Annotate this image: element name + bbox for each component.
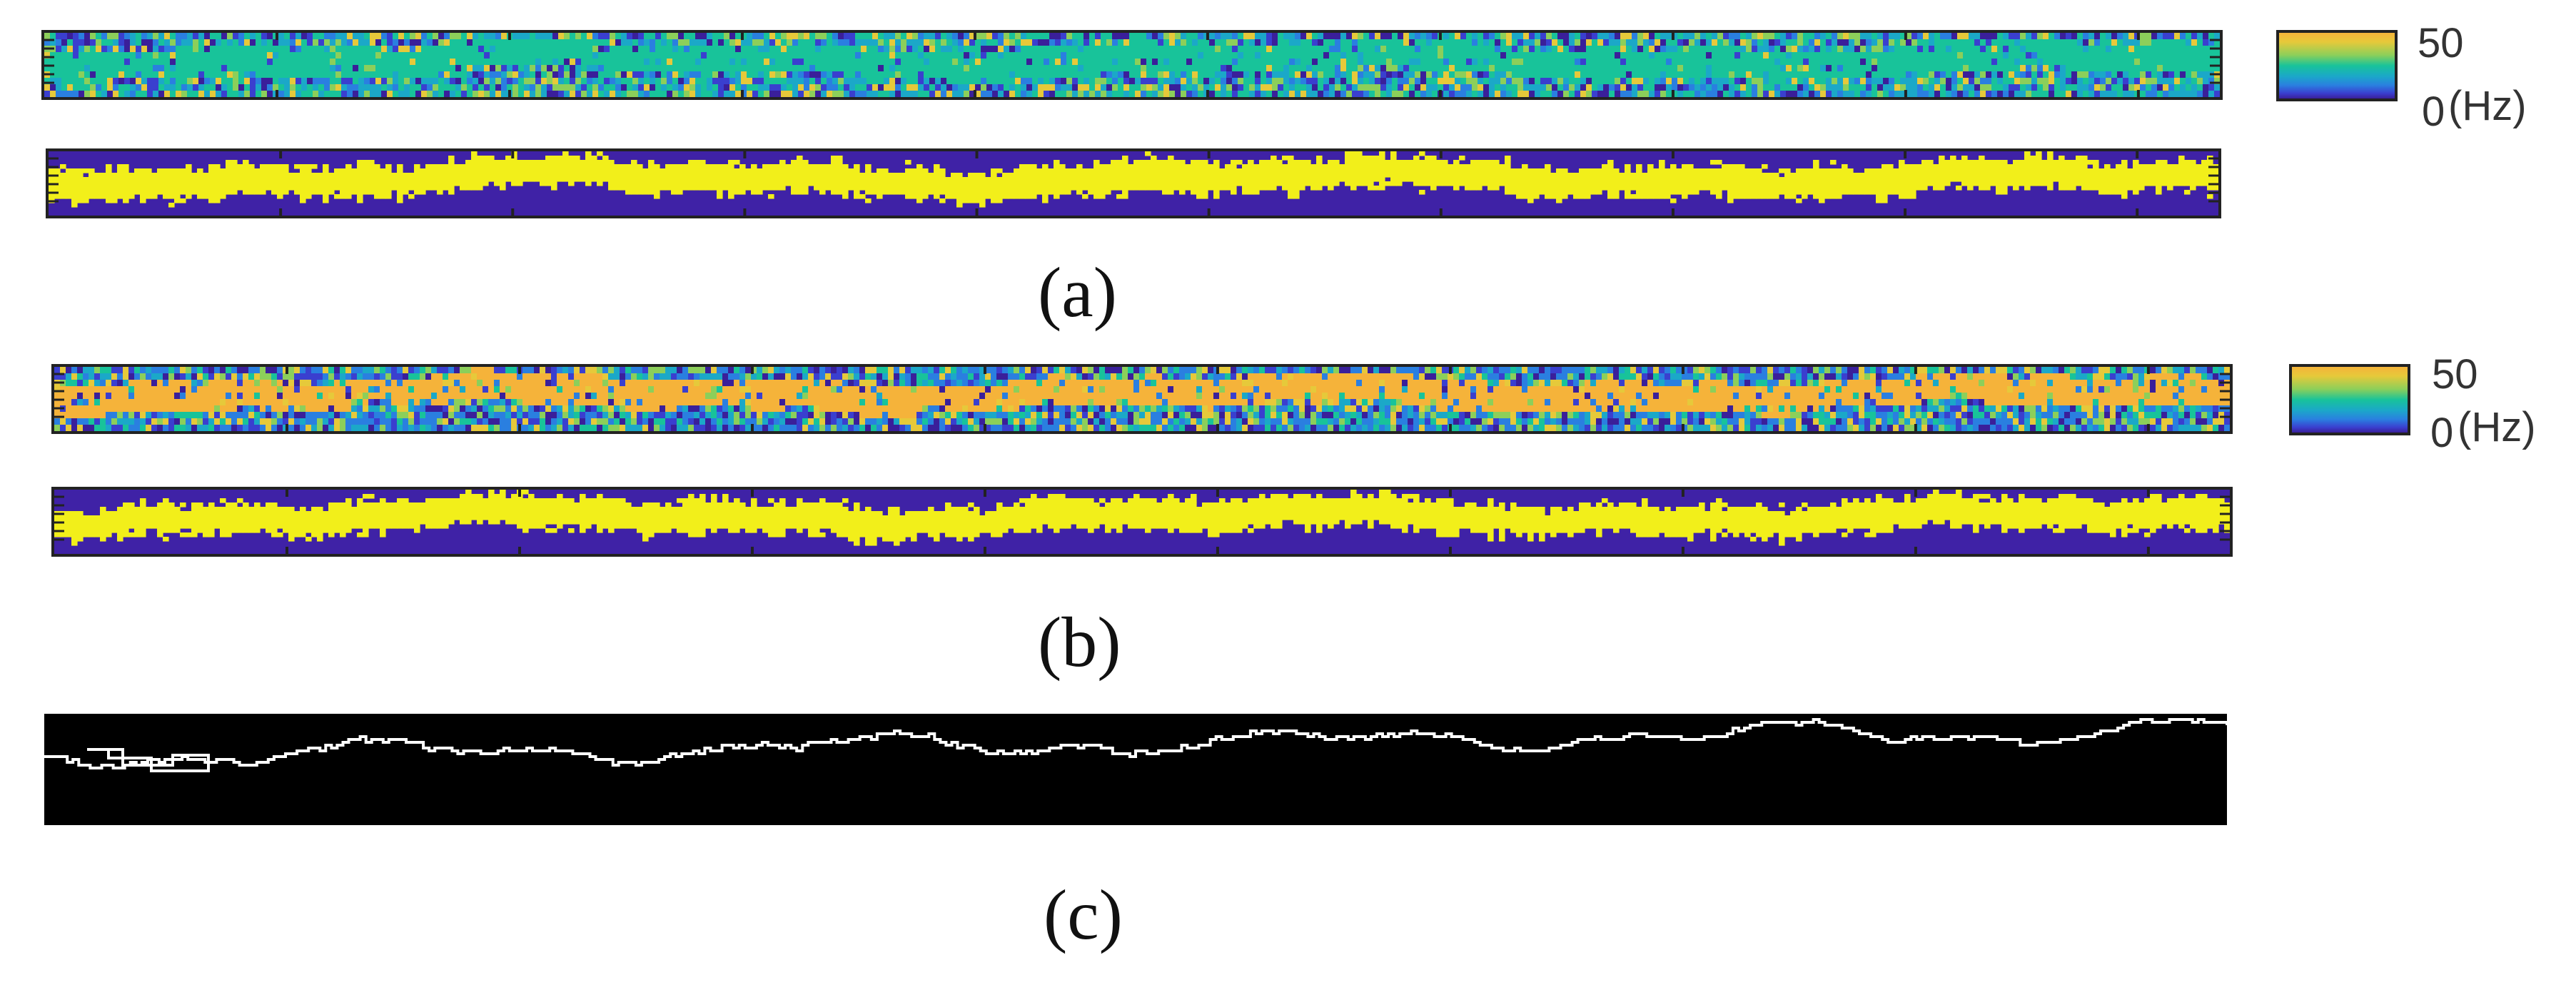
caption-c: (c): [1044, 875, 1123, 954]
colorbar-a-max-label: 50: [2418, 20, 2464, 66]
panel-b-frequency-map: [51, 364, 2233, 434]
path-c-canvas: [44, 718, 2227, 772]
heatmap-b: [54, 367, 2230, 431]
panel-c-extracted-path: [44, 714, 2227, 825]
mask-a: [49, 151, 2218, 216]
panel-a-binary-mask: [46, 148, 2221, 218]
colorbar-a-min-label: 0: [2422, 89, 2445, 135]
panel-b-binary-mask: [51, 487, 2233, 557]
colorbar-b-max-label: 50: [2432, 351, 2478, 398]
colorbar-b: [2289, 364, 2410, 435]
heatmap-a: [44, 33, 2220, 97]
mask-b: [54, 490, 2230, 554]
colorbar-a: [2276, 30, 2398, 101]
colorbar-b-unit-label: (Hz): [2458, 404, 2536, 450]
colorbar-a-unit-label: (Hz): [2448, 83, 2527, 129]
panel-a-frequency-map: [41, 30, 2223, 100]
caption-a: (a): [1038, 253, 1117, 332]
colorbar-b-min-label: 0: [2430, 410, 2454, 456]
caption-b: (b): [1038, 602, 1121, 682]
